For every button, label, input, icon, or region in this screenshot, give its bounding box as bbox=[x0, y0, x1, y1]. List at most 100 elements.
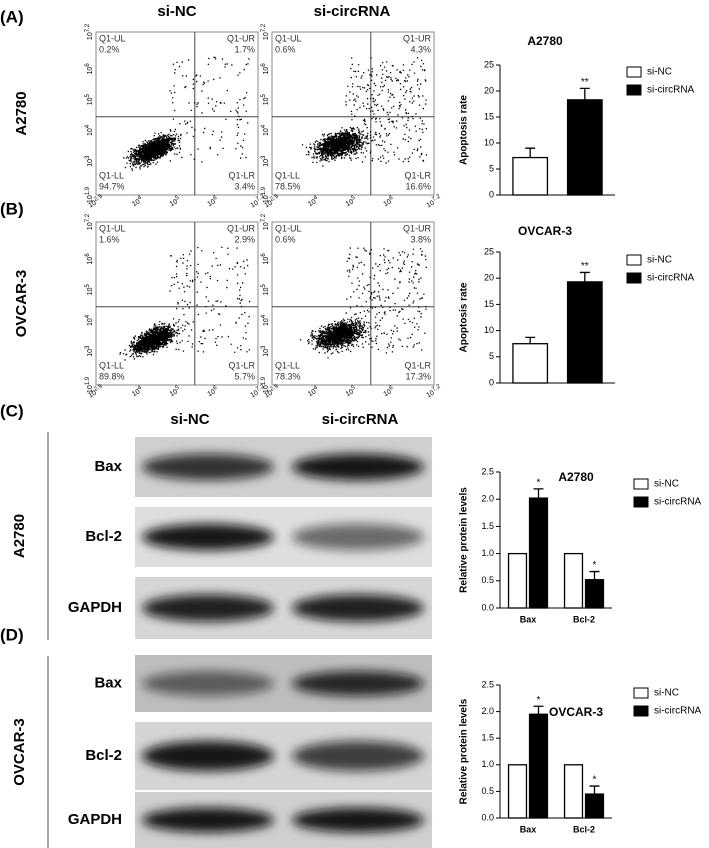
column-header: si-circRNA bbox=[314, 3, 391, 20]
quadrant-name: Q1-LR bbox=[404, 170, 431, 180]
quadrant-percent: 1.7% bbox=[234, 44, 255, 54]
protein-label: GAPDH bbox=[68, 811, 122, 828]
quadrant-percent: 78.3% bbox=[275, 371, 301, 381]
tick-base: 10 bbox=[249, 199, 259, 209]
bar bbox=[507, 764, 528, 819]
y-tick-label: 15 bbox=[484, 299, 494, 309]
legend-swatch bbox=[633, 496, 649, 508]
error-bar bbox=[525, 336, 536, 344]
error-bar bbox=[579, 271, 590, 282]
x-tick-label: Bax bbox=[520, 614, 537, 624]
error-bar bbox=[589, 785, 600, 795]
row-label: OVCAR-3 bbox=[13, 270, 30, 338]
tick-base: 10 bbox=[263, 195, 270, 203]
tick-base: 10 bbox=[87, 257, 94, 265]
quadrant-percent: 4.3% bbox=[410, 44, 431, 54]
plot-frame bbox=[271, 221, 435, 386]
tick-base: 10 bbox=[87, 67, 94, 75]
blot-band bbox=[142, 807, 274, 833]
blot-strip bbox=[135, 507, 432, 567]
quadrant-percent: 89.8% bbox=[99, 371, 125, 381]
tick-base: 10 bbox=[263, 97, 270, 105]
error-bar bbox=[533, 705, 544, 715]
tick-exponent: 2.9 bbox=[269, 383, 280, 393]
tick-base: 10 bbox=[263, 32, 270, 40]
x-tick-label: 106 bbox=[381, 194, 396, 208]
blot-strip bbox=[135, 437, 432, 497]
tick-exponent: 6 bbox=[85, 63, 91, 67]
plot-frame bbox=[95, 31, 259, 196]
scatter-dots bbox=[299, 247, 427, 359]
y-tick-label: 101.9 bbox=[261, 376, 270, 393]
bar bbox=[528, 713, 549, 819]
tick-exponent: 4 bbox=[313, 194, 319, 201]
tick-exponent: 7.2 bbox=[255, 383, 266, 393]
significance: * bbox=[537, 695, 541, 706]
y-tick-label: 107.2 bbox=[261, 23, 270, 40]
x-tick-label: 104 bbox=[306, 194, 321, 208]
row-label: A2780 bbox=[11, 514, 28, 558]
blot-band bbox=[292, 741, 424, 771]
y-tick-label: 107.2 bbox=[85, 23, 94, 40]
y-tick-label: 103 bbox=[261, 155, 270, 167]
scatter-dots bbox=[123, 56, 250, 171]
scatter-dots bbox=[119, 246, 251, 361]
x-tick-label: 102.9 bbox=[262, 193, 281, 209]
chart-title: A2780 bbox=[527, 34, 563, 48]
legend-label: si-NC bbox=[654, 688, 679, 699]
tick-base: 10 bbox=[87, 97, 94, 105]
y-tick-label: 104 bbox=[261, 124, 270, 136]
legend-swatch bbox=[626, 66, 642, 78]
significance: ** bbox=[581, 261, 589, 272]
blot-band bbox=[292, 807, 424, 833]
tick-exponent: 5 bbox=[85, 283, 91, 287]
x-tick-label: Bax bbox=[520, 824, 537, 834]
tick-exponent: 7.2 bbox=[261, 213, 267, 222]
bar bbox=[566, 281, 603, 384]
quadrant-percent: 17.3% bbox=[405, 371, 431, 381]
tick-base: 10 bbox=[263, 287, 270, 295]
tick-exponent: 3 bbox=[85, 345, 91, 349]
tick-base: 10 bbox=[131, 388, 141, 398]
legend-swatch bbox=[633, 705, 649, 717]
y-tick-label: 10 bbox=[484, 137, 494, 147]
x-tick-label: Bcl-2 bbox=[573, 614, 595, 624]
protein-label: Bcl-2 bbox=[85, 528, 122, 545]
quadrant-name: Q1-LR bbox=[228, 170, 255, 180]
tick-exponent: 6 bbox=[388, 194, 394, 201]
legend-swatch bbox=[626, 254, 642, 266]
scatter-dots bbox=[301, 57, 428, 167]
plot-frame bbox=[271, 31, 435, 196]
tick-exponent: 1.9 bbox=[261, 186, 267, 195]
tick-exponent: 5 bbox=[261, 283, 267, 287]
protein-label: Bax bbox=[94, 674, 122, 691]
x-tick-label: 104 bbox=[306, 384, 321, 398]
tick-base: 10 bbox=[263, 389, 273, 399]
x-tick-label: 107.2 bbox=[424, 193, 443, 209]
tick-base: 10 bbox=[87, 128, 94, 136]
tick-exponent: 4 bbox=[313, 384, 319, 391]
quadrant-percent: 3.8% bbox=[410, 234, 431, 244]
tick-exponent: 4 bbox=[85, 124, 91, 128]
quadrant-name: Q1-LL bbox=[99, 360, 124, 370]
panel-label: (A) bbox=[0, 7, 24, 26]
tick-base: 10 bbox=[263, 385, 270, 393]
blot-band bbox=[292, 453, 424, 481]
tick-exponent: 5 bbox=[174, 384, 180, 391]
tick-exponent: 2.9 bbox=[269, 193, 280, 203]
y-tick-label: 2.0 bbox=[481, 706, 494, 716]
quadrant-name: Q1-UL bbox=[275, 33, 302, 43]
quadrant-name: Q1-UL bbox=[99, 223, 126, 233]
tick-exponent: 6 bbox=[85, 253, 91, 257]
tick-base: 10 bbox=[382, 388, 392, 398]
significance: * bbox=[537, 478, 541, 489]
tick-base: 10 bbox=[169, 198, 179, 208]
y-tick-label: 0 bbox=[489, 189, 494, 199]
y-tick-label: 1.0 bbox=[481, 759, 494, 769]
tick-exponent: 6 bbox=[261, 63, 267, 67]
y-tick-label: 0.0 bbox=[481, 602, 494, 612]
y-tick-label: 103 bbox=[85, 345, 94, 357]
tick-base: 10 bbox=[382, 198, 392, 208]
tick-exponent: 1.9 bbox=[261, 376, 267, 385]
tick-exponent: 7.2 bbox=[85, 213, 91, 222]
